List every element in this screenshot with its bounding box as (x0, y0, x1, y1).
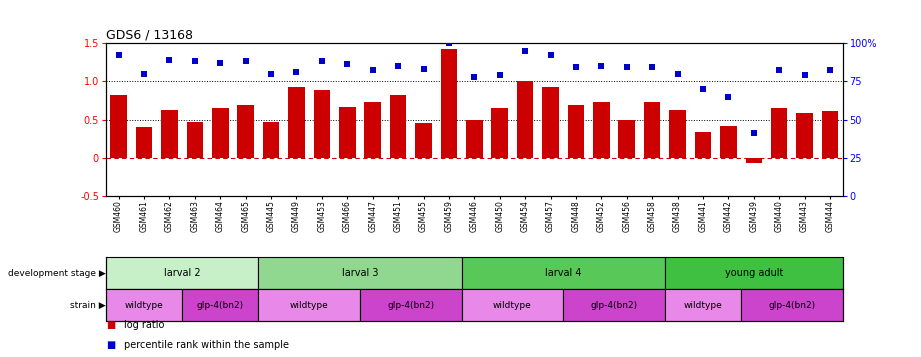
Point (798, 72, 812, 78)
Point (543, 52, 558, 58)
Bar (745, 158, 762, 164)
Bar (694, 132, 711, 158)
Point (111, 52, 126, 58)
Bar (492, 108, 508, 158)
Text: ■: ■ (106, 340, 115, 350)
Bar (644, 102, 660, 158)
Point (441, 40, 456, 46)
Text: larval 2: larval 2 (164, 268, 201, 278)
Point (467, 74, 482, 80)
Bar (339, 106, 356, 158)
Bar (822, 111, 838, 158)
Text: wildtype: wildtype (683, 301, 722, 310)
Text: larval 4: larval 4 (545, 268, 581, 278)
Bar (797, 114, 813, 158)
Point (136, 71, 151, 76)
Bar (665, 289, 741, 321)
Bar (288, 87, 305, 158)
Bar (670, 110, 686, 158)
Bar (360, 289, 461, 321)
Point (340, 61, 355, 67)
Text: wildtype: wildtype (493, 301, 531, 310)
Bar (542, 87, 559, 158)
Bar (440, 49, 457, 158)
Text: glp-4(bn2): glp-4(bn2) (197, 301, 244, 310)
Bar (135, 126, 152, 158)
Bar (106, 257, 259, 289)
Point (213, 60, 227, 66)
Text: wildtype: wildtype (290, 301, 329, 310)
Point (670, 71, 685, 76)
Bar (567, 105, 584, 158)
Bar (111, 95, 127, 158)
Point (620, 65, 635, 70)
Point (594, 63, 609, 69)
Point (772, 67, 787, 73)
Text: glp-4(bn2): glp-4(bn2) (387, 301, 435, 310)
Text: larval 3: larval 3 (342, 268, 379, 278)
Bar (212, 108, 228, 158)
Text: log ratio: log ratio (124, 320, 165, 330)
Point (645, 65, 659, 70)
Bar (517, 81, 533, 158)
Point (188, 59, 203, 64)
Bar (262, 122, 279, 158)
Bar (187, 122, 204, 158)
Point (416, 66, 431, 72)
Bar (461, 257, 665, 289)
Point (263, 71, 278, 76)
Bar (238, 105, 254, 158)
Point (162, 57, 177, 62)
Bar (415, 123, 432, 158)
Text: percentile rank within the sample: percentile rank within the sample (124, 340, 289, 350)
Point (493, 72, 507, 78)
Point (391, 63, 405, 69)
Point (314, 59, 329, 64)
Text: GDS6 / 13168: GDS6 / 13168 (106, 29, 192, 42)
Bar (182, 289, 259, 321)
Text: glp-4(bn2): glp-4(bn2) (590, 301, 637, 310)
Bar (564, 289, 665, 321)
Point (568, 65, 583, 70)
Text: wildtype: wildtype (124, 301, 163, 310)
Bar (259, 257, 461, 289)
Point (289, 69, 304, 75)
Bar (593, 102, 610, 158)
Bar (390, 95, 406, 158)
Bar (771, 108, 787, 158)
Point (239, 59, 253, 64)
Point (721, 94, 736, 99)
Point (695, 86, 710, 92)
Text: strain ▶: strain ▶ (70, 301, 106, 310)
Text: development stage ▶: development stage ▶ (8, 268, 106, 278)
Point (518, 47, 532, 53)
Bar (461, 289, 564, 321)
Bar (720, 126, 737, 158)
Text: young adult: young adult (725, 268, 783, 278)
Point (366, 67, 380, 73)
Point (822, 67, 837, 73)
Text: ■: ■ (106, 320, 115, 330)
Text: glp-4(bn2): glp-4(bn2) (768, 301, 815, 310)
Bar (259, 289, 360, 321)
Bar (466, 120, 483, 158)
Bar (741, 289, 843, 321)
Bar (365, 102, 381, 158)
Bar (106, 289, 182, 321)
Bar (161, 110, 178, 158)
Point (746, 131, 761, 136)
Bar (619, 120, 635, 158)
Bar (665, 257, 843, 289)
Bar (314, 90, 330, 158)
